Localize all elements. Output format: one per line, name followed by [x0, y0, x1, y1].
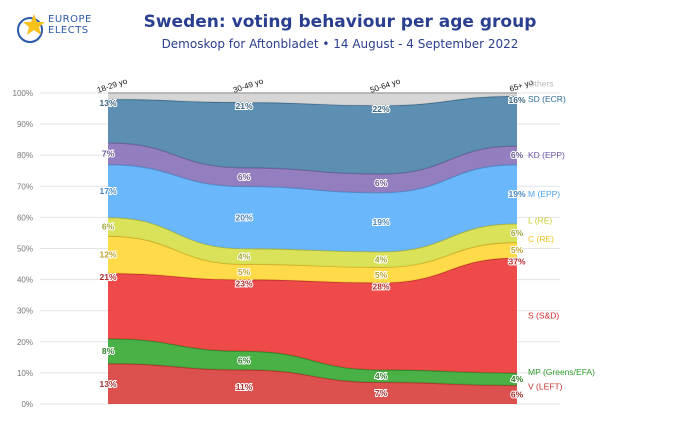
area-l-re [108, 217, 517, 268]
area-s-s-d [108, 257, 517, 373]
legend-entry: Others [528, 79, 554, 89]
y-tick-label: 90% [17, 120, 33, 129]
y-tick-label: 20% [17, 338, 33, 347]
data-label: 4% [511, 374, 524, 384]
data-label: 5% [375, 270, 388, 280]
area-m-epp [108, 164, 517, 252]
chart-subtitle: Demoskop for Aftonbladet • 14 August - 4… [161, 37, 519, 51]
data-label: 5% [511, 245, 524, 255]
data-label: 6% [375, 178, 388, 188]
data-label: 7% [102, 149, 115, 159]
y-tick-label: 40% [17, 276, 33, 285]
chart-title: Sweden: voting behaviour per age group [143, 12, 537, 32]
data-label: 16% [508, 95, 525, 105]
data-label: 4% [375, 371, 388, 381]
line-c-re [107, 235, 518, 268]
data-label: 13% [99, 379, 116, 389]
area-c-re [108, 236, 517, 283]
star-logo-icon [17, 14, 45, 43]
data-label: 4% [238, 251, 251, 261]
data-label: 19% [508, 189, 525, 199]
y-tick-label: 10% [17, 369, 33, 378]
data-label: 19% [372, 217, 389, 227]
legend-entry: L (RE) [528, 216, 552, 226]
y-tick-label: 100% [13, 89, 33, 98]
data-label: 37% [508, 257, 525, 267]
data-label: 6% [238, 172, 251, 182]
data-label: 17% [99, 186, 116, 196]
data-label: 8% [102, 346, 115, 356]
logo-line1: EUROPE [48, 14, 92, 25]
legend-entry: SD (ECR) [528, 94, 566, 104]
x-tick-label: 30-49 yo [232, 76, 265, 94]
x-tick-label: 50-64 yo [369, 76, 402, 94]
data-label: 4% [375, 254, 388, 264]
area-kd-epp [108, 142, 517, 193]
area-others [108, 93, 517, 106]
data-label: 6% [511, 228, 524, 238]
legend-entry: V (LEFT) [528, 381, 563, 391]
y-tick-label: 70% [17, 182, 33, 191]
legend-entry: M (EPP) [528, 189, 560, 199]
data-label: 7% [375, 388, 388, 398]
data-label: 6% [238, 355, 251, 365]
data-label: 21% [99, 272, 116, 282]
europe-elects-logo: EUROPE ELECTS [14, 12, 124, 46]
y-tick-label: 30% [17, 307, 33, 316]
data-label: 20% [235, 212, 252, 222]
data-label: 13% [99, 98, 116, 108]
data-label: 22% [372, 104, 389, 114]
data-label: 6% [511, 150, 524, 160]
data-label: 12% [99, 250, 116, 260]
data-label: 21% [235, 101, 252, 111]
y-tick-label: 60% [17, 213, 33, 222]
data-label: 23% [235, 278, 252, 288]
y-tick-label: 80% [17, 151, 33, 160]
area-sd-ecr [108, 96, 517, 174]
data-label: 11% [236, 382, 253, 392]
data-label: 28% [372, 281, 389, 291]
data-label: 6% [511, 390, 524, 400]
legend-entry: MP (Greens/EFA) [528, 367, 595, 377]
x-tick-label: 18-29 yo [96, 76, 129, 94]
data-label: 6% [102, 222, 115, 232]
data-label: 5% [238, 267, 251, 277]
legend-entry: S (S&D) [528, 310, 559, 320]
legend-entry: KD (EPP) [528, 150, 565, 160]
area-v-left [108, 363, 517, 404]
logo-line2: ELECTS [48, 25, 89, 36]
y-tick-label: 0% [21, 400, 33, 409]
legend-entry: C (RE) [528, 234, 554, 244]
y-tick-label: 50% [17, 245, 33, 254]
